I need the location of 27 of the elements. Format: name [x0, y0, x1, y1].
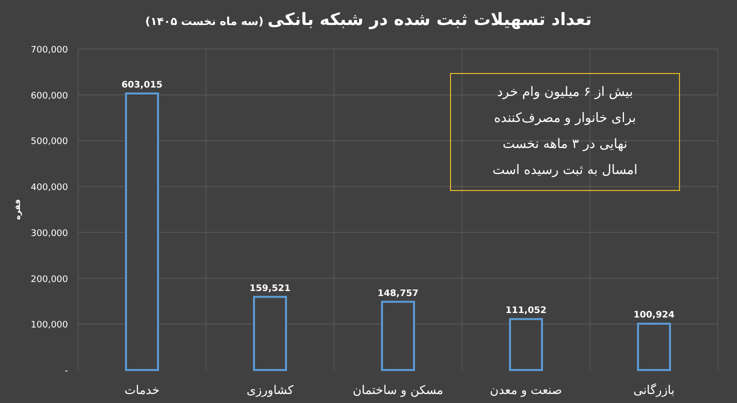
x-tick-label: صنعت و معدن — [490, 383, 562, 397]
y-tick-label: 300,000 — [30, 228, 68, 239]
y-tick-label: 500,000 — [30, 137, 68, 148]
data-label: 100,924 — [634, 310, 674, 321]
y-tick-label: 400,000 — [30, 183, 68, 194]
x-tick-label: مسکن و ساختمان — [352, 383, 444, 397]
data-label: 111,052 — [506, 306, 546, 316]
chart-title: تعداد تسهیلات ثبت شده در شبکه بانکی — [268, 10, 592, 30]
y-tick-label: 200,000 — [30, 274, 68, 285]
data-label: 603,015 — [122, 80, 162, 90]
bar — [381, 300, 415, 371]
data-label: 148,757 — [378, 288, 418, 299]
bar — [509, 318, 543, 371]
y-tick-label: 600,000 — [30, 91, 68, 102]
chart-subtitle: (سه ماه نخست ۱۴۰۵) — [145, 15, 264, 28]
y-tick-label: - — [64, 366, 68, 376]
bar — [125, 92, 159, 371]
bar — [253, 296, 287, 371]
annotation: بیش از ۶ میلیون وام خرد برای خانوار و مصرف‌کننده نهایی در ۳ ماهه نخست امسال به ثبت رسیده است — [450, 73, 680, 191]
bar — [637, 322, 671, 371]
x-tick-label: بازرگانی — [633, 383, 675, 397]
y-tick-label: 700,000 — [30, 46, 68, 56]
x-tick-label: کشاورزی — [246, 383, 294, 397]
data-label: 159,521 — [250, 284, 290, 294]
y-tick-label: 100,000 — [30, 320, 68, 331]
x-tick-label: خدمات — [124, 383, 160, 397]
y-axis-title: فقره — [13, 199, 22, 220]
